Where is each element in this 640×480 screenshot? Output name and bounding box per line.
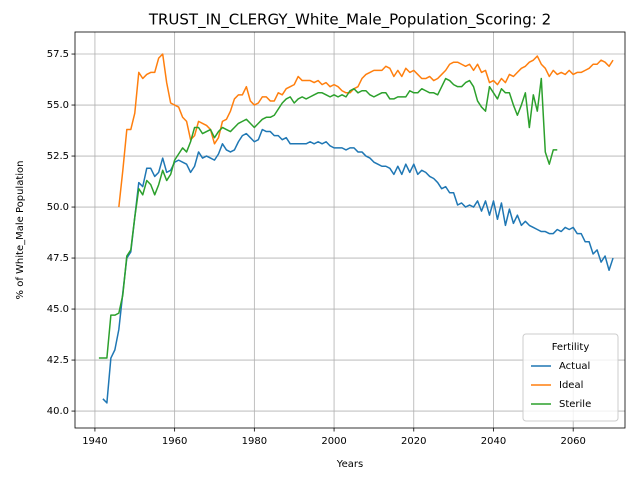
chart-title: TRUST_IN_CLERGY_White_Male_Population_Sc…: [148, 11, 551, 30]
series-line: [118, 53, 614, 208]
x-tick-label: 1940: [82, 436, 107, 447]
y-tick-label: 52.5: [47, 151, 69, 162]
legend-label: Ideal: [559, 380, 583, 391]
x-tick-label: 2020: [401, 436, 426, 447]
legend-box: [522, 333, 619, 422]
series-line: [98, 77, 558, 359]
x-tick-label: 2000: [321, 436, 346, 447]
x-axis-label: Years: [336, 459, 363, 470]
legend-label: Actual: [559, 361, 590, 372]
y-tick-label: 40.0: [47, 406, 69, 417]
y-tick-label: 45.0: [47, 304, 69, 315]
x-tick-label: 1960: [162, 436, 187, 447]
x-tick-label: 2040: [481, 436, 506, 447]
x-tick-label: 1980: [242, 436, 267, 447]
y-tick-label: 42.5: [47, 355, 69, 366]
y-tick-label: 50.0: [47, 202, 69, 213]
y-tick-label: 55.0: [47, 100, 69, 111]
x-tick-label: 2060: [560, 436, 585, 447]
legend-title: Fertility: [552, 342, 590, 353]
y-axis-label: % of White_Male Population: [15, 161, 26, 300]
series-line: [102, 128, 614, 404]
legend-label: Sterile: [559, 399, 591, 410]
y-tick-label: 57.5: [47, 49, 69, 60]
plot-frame: [74, 31, 626, 429]
y-tick-label: 47.5: [47, 253, 69, 264]
